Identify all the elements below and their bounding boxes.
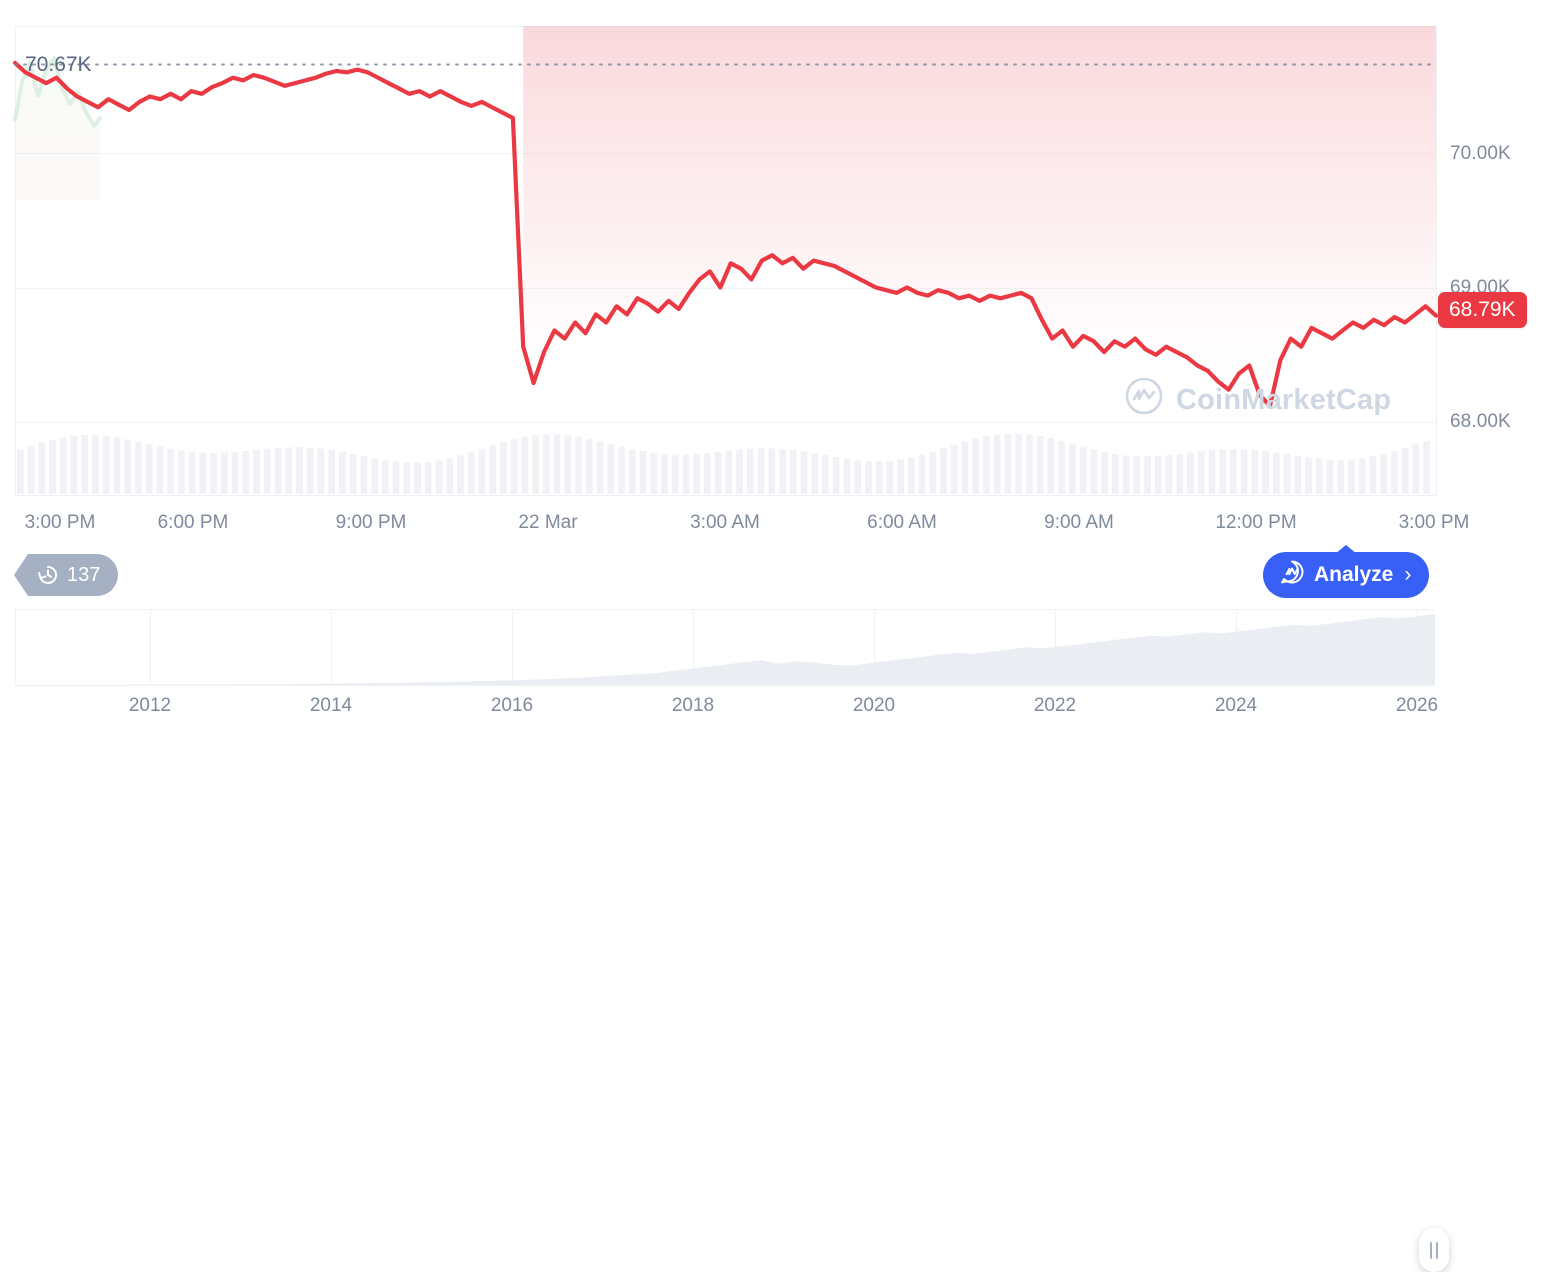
analyze-button-pointer	[1335, 545, 1358, 554]
navigator-axis-ticks: 2012 2014 2016 2018 2020 2022 2024 2026	[0, 695, 1566, 727]
y-axis-tick-68k: 68.00K	[1450, 411, 1511, 432]
chart-area-fill	[523, 26, 1436, 406]
x-axis-tick: 9:00 AM	[1044, 512, 1114, 533]
navigator-axis-tick: 2026	[1395, 695, 1439, 716]
main-price-chart[interactable]: 70.67K 70.00K 69.00K 68.00K 68.79K CoinM…	[0, 0, 1566, 500]
chart-volume-bars	[17, 433, 1430, 494]
analyze-button-wrapper: Analyze ›	[1263, 545, 1430, 598]
x-axis-tick: 3:00 AM	[690, 512, 760, 533]
handle-bar	[1430, 1241, 1432, 1259]
chevron-right-icon: ›	[1404, 563, 1412, 586]
analyze-button[interactable]: Analyze ›	[1263, 552, 1430, 598]
chart-ghost-segment	[13, 56, 102, 200]
navigator-axis-tick: 2024	[1214, 695, 1258, 716]
history-count-badge[interactable]: 137	[14, 554, 119, 596]
handle-bar	[1436, 1241, 1438, 1259]
cmc-analyze-icon	[1279, 559, 1305, 591]
price-chart-canvas[interactable]	[0, 0, 1566, 500]
range-navigator[interactable]	[0, 604, 1566, 1272]
current-price-badge: 68.79K	[1438, 292, 1527, 328]
x-axis-ticks: 3:00 PM 6:00 PM 9:00 PM 22 Mar 3:00 AM 6:00 A…	[0, 512, 1566, 542]
analyze-button-label: Analyze	[1314, 563, 1394, 586]
x-axis-tick: 6:00 PM	[157, 512, 229, 533]
x-axis-tick: 3:00 PM	[1398, 512, 1470, 533]
x-axis-tick: 3:00 PM	[24, 512, 96, 533]
history-count-label: 137	[67, 563, 101, 586]
x-axis-tick: 22 Mar	[518, 512, 578, 533]
x-axis-tick: 9:00 PM	[335, 512, 407, 533]
x-axis-tick: 6:00 AM	[867, 512, 937, 533]
chart-price-line	[12, 60, 1439, 408]
navigator-right-handle[interactable]	[1419, 1228, 1449, 1272]
history-clock-icon	[36, 563, 60, 587]
x-axis-tick: 12:00 PM	[1215, 512, 1297, 533]
navigator-canvas[interactable]	[0, 604, 1566, 689]
navigator-axis-tick: 2020	[852, 695, 896, 716]
navigator-axis-tick: 2012	[128, 695, 172, 716]
navigator-area-series	[15, 614, 1435, 685]
chart-high-label: 70.67K	[25, 53, 92, 76]
navigator-axis-tick: 2016	[490, 695, 534, 716]
y-axis-tick-70k: 70.00K	[1450, 143, 1511, 164]
navigator-axis-tick: 2018	[671, 695, 715, 716]
navigator-axis-tick: 2022	[1033, 695, 1077, 716]
navigator-axis-tick: 2014	[309, 695, 353, 716]
